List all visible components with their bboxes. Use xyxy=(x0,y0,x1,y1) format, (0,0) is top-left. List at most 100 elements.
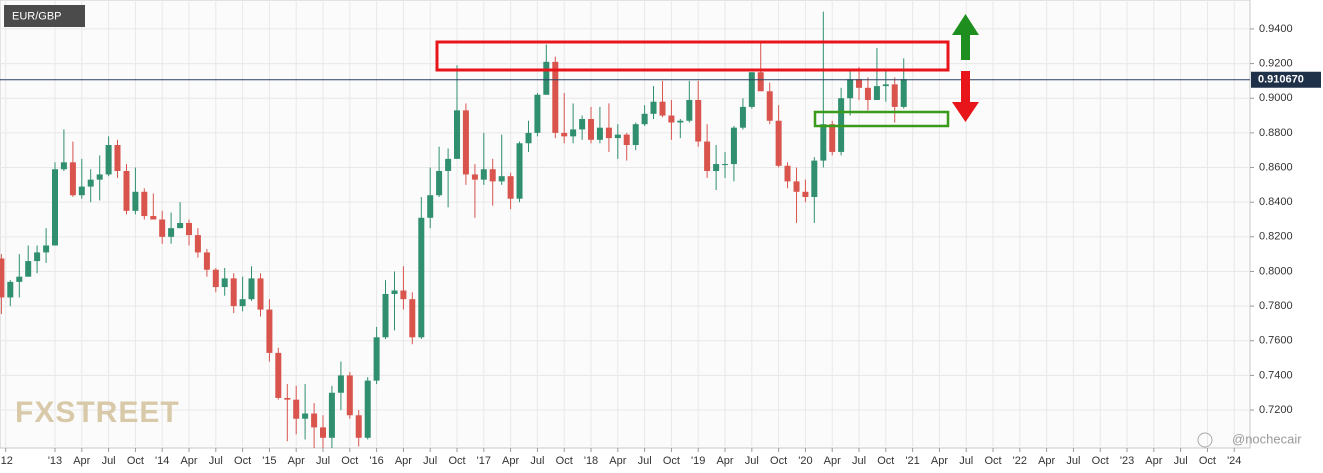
x-tick-label: Oct xyxy=(984,455,1001,467)
candle-body xyxy=(668,115,675,123)
candle-body xyxy=(203,252,210,270)
candle-body xyxy=(78,186,85,196)
candle-body xyxy=(856,79,863,88)
x-tick-label: '12 xyxy=(0,455,13,467)
candle-body xyxy=(614,134,621,139)
x-tick-label: Jul xyxy=(852,455,866,467)
candle-body xyxy=(757,72,764,92)
x-tick-label: Jul xyxy=(423,455,437,467)
candle-body xyxy=(25,261,32,277)
candle-body xyxy=(802,191,809,197)
x-tick-label: Oct xyxy=(341,455,358,467)
x-tick-label: Oct xyxy=(448,455,465,467)
candle-body xyxy=(695,99,702,142)
support-box xyxy=(813,110,950,128)
x-tick-label: '24 xyxy=(1227,455,1241,467)
candle-body xyxy=(641,113,648,125)
candle-body xyxy=(355,415,362,438)
candle-body xyxy=(480,169,487,180)
x-tick-label: '23 xyxy=(1120,455,1134,467)
y-tick-label: 0.9000 xyxy=(1259,92,1293,104)
x-tick-label: '15 xyxy=(262,455,276,467)
candle-body xyxy=(659,101,666,116)
candle-body xyxy=(96,174,103,180)
candle-body xyxy=(748,72,755,107)
candle-body xyxy=(739,106,746,128)
x-tick-label: '17 xyxy=(477,455,491,467)
candle-body xyxy=(811,160,818,197)
candle-body xyxy=(114,145,121,171)
x-tick-label: Oct xyxy=(770,455,787,467)
candle-body xyxy=(159,219,166,237)
candle-body xyxy=(284,397,291,400)
candle-body xyxy=(650,101,657,114)
candle-body xyxy=(775,120,782,166)
candle-body xyxy=(275,352,282,398)
candle-body xyxy=(570,129,577,137)
y-tick-label: 0.8200 xyxy=(1259,231,1293,243)
credit-icon xyxy=(1197,432,1213,448)
candle-body xyxy=(507,176,514,199)
y-tick-label: 0.9200 xyxy=(1259,57,1293,69)
candle-body xyxy=(302,413,309,419)
x-tick-label: Jul xyxy=(209,455,223,467)
x-tick-label: '18 xyxy=(584,455,598,467)
candle-body xyxy=(766,91,773,121)
candle-body xyxy=(382,293,389,338)
x-tick-label: '21 xyxy=(905,455,919,467)
x-tick-label: Apr xyxy=(73,455,90,467)
candle-body xyxy=(847,79,854,99)
candle-body xyxy=(623,134,630,146)
x-tick-label: Jul xyxy=(102,455,116,467)
y-tick-label: 0.8600 xyxy=(1259,161,1293,173)
y-tick-label: 0.8800 xyxy=(1259,127,1293,139)
candle-body xyxy=(704,141,711,171)
candle-body xyxy=(579,119,586,130)
down-arrow-shaft xyxy=(961,71,970,103)
candle-body xyxy=(793,181,800,192)
candle-body xyxy=(605,127,612,139)
candle-body xyxy=(364,380,371,438)
last-price-label: 0.910670 xyxy=(1258,74,1304,86)
last-price-box xyxy=(1251,71,1321,88)
candle-body xyxy=(596,127,603,140)
candle-body xyxy=(43,245,50,253)
x-tick-label: Apr xyxy=(1145,455,1162,467)
x-tick-label: '14 xyxy=(155,455,169,467)
x-tick-label: '19 xyxy=(691,455,705,467)
candle-body xyxy=(400,290,407,300)
grid xyxy=(0,0,1250,448)
candle-body xyxy=(534,94,541,133)
x-tick-label: Oct xyxy=(1199,455,1216,467)
candle-body xyxy=(632,124,639,146)
candle-body xyxy=(346,375,353,416)
x-tick-label: Oct xyxy=(877,455,894,467)
candle-body xyxy=(266,309,273,353)
candle-body xyxy=(212,269,219,288)
candle-body xyxy=(427,195,434,218)
y-tick-label: 0.8400 xyxy=(1259,196,1293,208)
candle-body xyxy=(230,278,237,307)
candle-body xyxy=(186,222,193,236)
candle-body xyxy=(588,119,595,140)
candle-body xyxy=(248,278,255,300)
candle-body xyxy=(820,124,827,161)
y-tick-label: 0.7400 xyxy=(1259,369,1293,381)
x-tick-label: Apr xyxy=(288,455,305,467)
candle-body xyxy=(337,375,344,393)
candle-body xyxy=(51,169,58,246)
candle-body xyxy=(561,132,568,137)
candle-body xyxy=(462,110,469,175)
x-tick-label: Jul xyxy=(1174,455,1188,467)
candle-body xyxy=(132,191,139,211)
y-tick-label: 0.8000 xyxy=(1259,265,1293,277)
y-tick-label: 0.7800 xyxy=(1259,300,1293,312)
candle-body xyxy=(177,222,184,229)
x-tick-label: Jul xyxy=(530,455,544,467)
candle-body xyxy=(123,170,130,211)
candle-body xyxy=(436,170,443,196)
candle-body xyxy=(141,191,148,217)
up-arrow-shaft xyxy=(961,34,970,60)
candle-body xyxy=(784,165,791,182)
x-tick-label: Jul xyxy=(1066,455,1080,467)
